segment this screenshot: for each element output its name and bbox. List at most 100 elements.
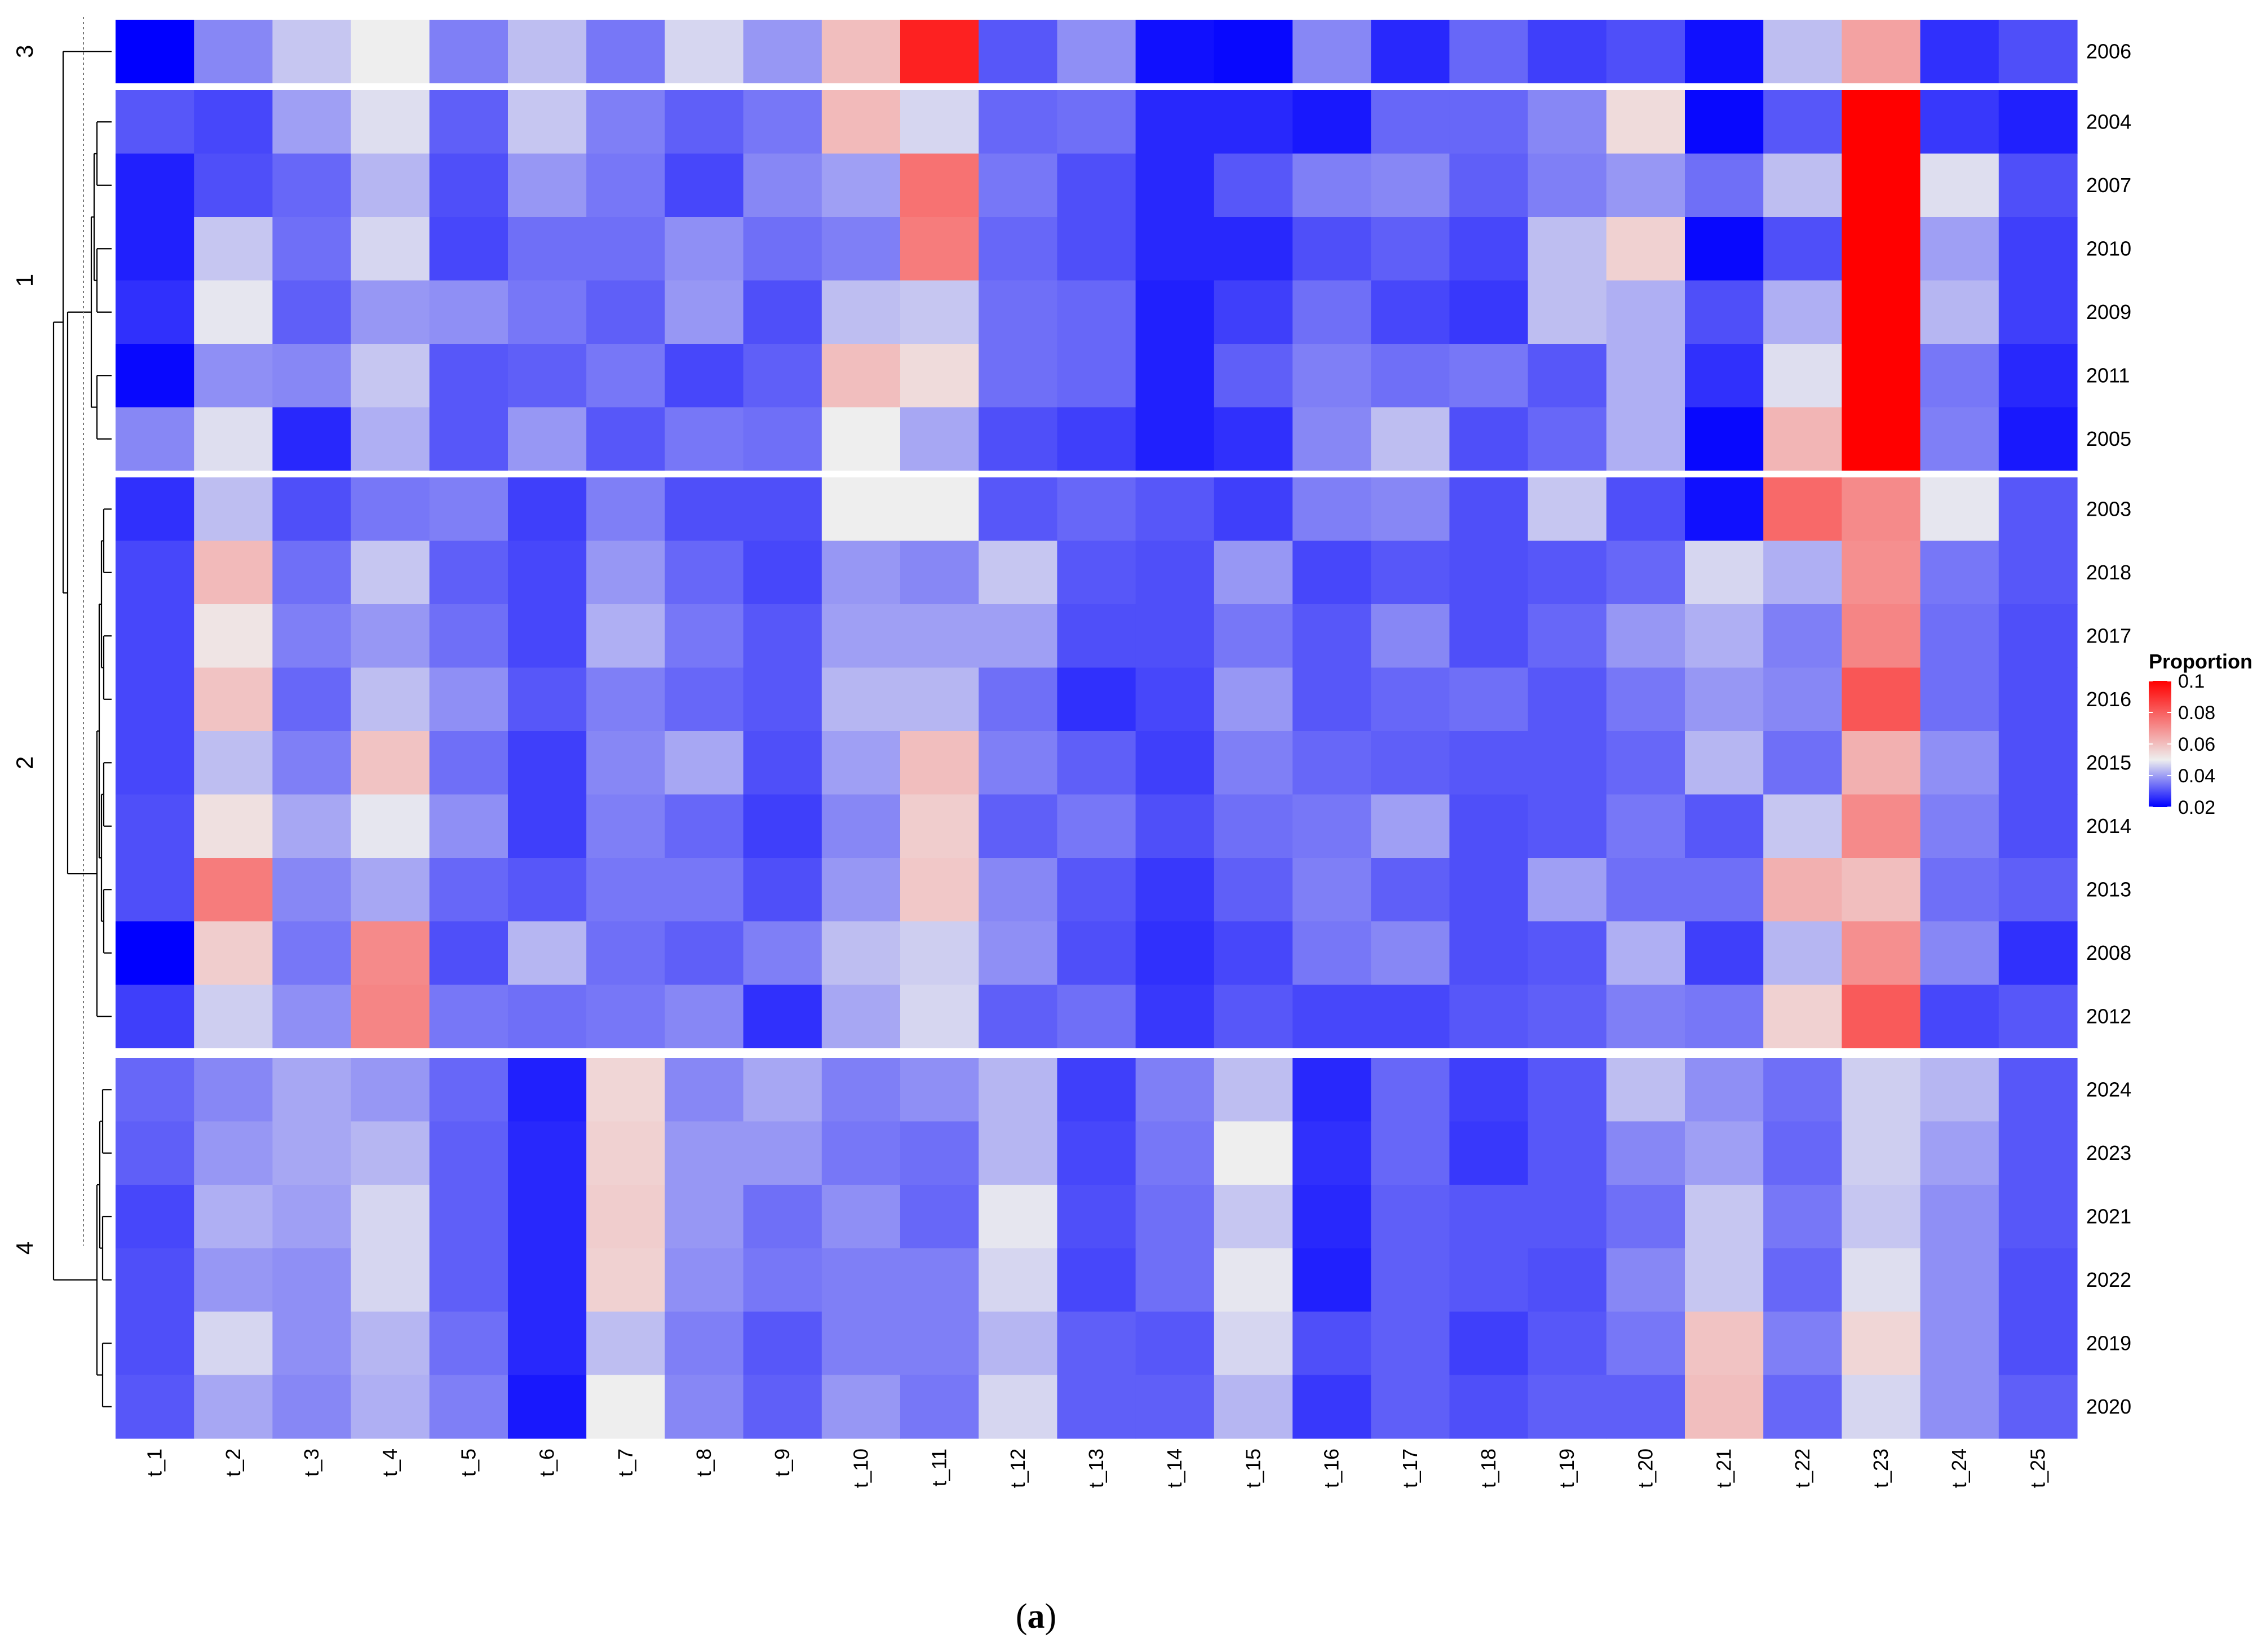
heatmap-cell-2010-t_21 [1685,217,1764,281]
heatmap-cell-2003-t_13 [1057,477,1136,541]
heatmap-cell-2020-t_15 [1214,1375,1293,1439]
heatmap-cell-2014-t_6 [508,795,587,858]
heatmap-cell-2014-t_24 [1920,795,1999,858]
heatmap-cell-2018-t_15 [1214,541,1293,605]
heatmap-cell-2018-t_4 [351,541,430,605]
heatmap-cell-2017-t_10 [822,604,901,668]
heatmap-cell-2013-t_14 [1136,858,1215,922]
heatmap-cell-2012-t_1 [116,985,194,1048]
heatmap-cell-2024-t_23 [1842,1058,1920,1122]
heatmap-cell-2015-t_4 [351,731,430,795]
heatmap-cell-2010-t_15 [1214,217,1293,281]
heatmap-cell-2022-t_8 [665,1248,743,1312]
heatmap-cell-2009-t_22 [1763,281,1842,344]
heatmap-cell-2015-t_8 [665,731,743,795]
heatmap-cell-2006-t_1 [116,20,194,83]
heatmap-cell-2022-t_20 [1606,1248,1685,1312]
heatmap-cell-2009-t_13 [1057,281,1136,344]
heatmap-cell-2015-t_10 [822,731,901,795]
heatmap-cell-2011-t_9 [743,344,822,408]
row-label-2017: 2017 [2086,624,2131,647]
heatmap-cell-2018-t_21 [1685,541,1764,605]
heatmap-cell-2009-t_1 [116,281,194,344]
heatmap-cell-2011-t_22 [1763,344,1842,408]
heatmap-cell-2014-t_4 [351,795,430,858]
heatmap-cell-2008-t_15 [1214,922,1293,985]
heatmap-cell-2020-t_20 [1606,1375,1685,1439]
heatmap-cell-2005-t_4 [351,408,430,471]
heatmap-cell-2014-t_2 [194,795,273,858]
heatmap-cell-2008-t_4 [351,922,430,985]
heatmap-cell-2015-t_2 [194,731,273,795]
heatmap-cell-2010-t_3 [272,217,351,281]
heatmap-cell-2017-t_3 [272,604,351,668]
heatmap-cell-2016-t_5 [430,668,508,732]
heatmap-cell-2013-t_25 [1999,858,2078,922]
heatmap-cell-2015-t_19 [1528,731,1607,795]
heatmap-cell-2004-t_13 [1057,90,1136,154]
heatmap-cell-2004-t_6 [508,90,587,154]
heatmap-cell-2011-t_7 [586,344,665,408]
heatmap-cell-2004-t_7 [586,90,665,154]
heatmap-cell-2019-t_4 [351,1312,430,1375]
heatmap-cell-2023-t_19 [1528,1122,1607,1185]
heatmap-cell-2004-t_24 [1920,90,1999,154]
heatmap-cell-2024-t_4 [351,1058,430,1122]
heatmap-cell-2008-t_21 [1685,922,1764,985]
heatmap-cell-2013-t_1 [116,858,194,922]
heatmap-cell-2006-t_8 [665,20,743,83]
heatmap-cell-2004-t_11 [900,90,979,154]
heatmap-cell-2016-t_24 [1920,668,1999,732]
heatmap-cell-2010-t_6 [508,217,587,281]
heatmap-cell-2019-t_24 [1920,1312,1999,1375]
heatmap-cell-2024-t_1 [116,1058,194,1122]
heatmap-cell-2014-t_23 [1842,795,1920,858]
heatmap-cell-2014-t_8 [665,795,743,858]
heatmap-cell-2017-t_20 [1606,604,1685,668]
heatmap-cell-2003-t_5 [430,477,508,541]
heatmap-cell-2008-t_20 [1606,922,1685,985]
heatmap-cell-2003-t_14 [1136,477,1215,541]
heatmap-cell-2005-t_20 [1606,408,1685,471]
heatmap-cell-2016-t_9 [743,668,822,732]
heatmap-cell-2005-t_18 [1449,408,1528,471]
heatmap-cell-2021-t_2 [194,1185,273,1248]
heatmap-cell-2009-t_5 [430,281,508,344]
heatmap-cell-2022-t_15 [1214,1248,1293,1312]
heatmap-cell-2011-t_8 [665,344,743,408]
heatmap-cell-2016-t_4 [351,668,430,732]
heatmap-cell-2011-t_2 [194,344,273,408]
heatmap-cell-2019-t_25 [1999,1312,2078,1375]
heatmap-cell-2004-t_1 [116,90,194,154]
heatmap-cell-2023-t_14 [1136,1122,1215,1185]
heatmap-cell-2014-t_3 [272,795,351,858]
heatmap-cell-2012-t_7 [586,985,665,1048]
heatmap-cell-2007-t_6 [508,154,587,218]
heatmap-cell-2006-t_9 [743,20,822,83]
heatmap-cell-2017-t_15 [1214,604,1293,668]
heatmap-cell-2008-t_8 [665,922,743,985]
heatmap-cell-2014-t_25 [1999,795,2078,858]
heatmap-cell-2004-t_23 [1842,90,1920,154]
heatmap-cell-2006-t_13 [1057,20,1136,83]
heatmap-cell-2015-t_13 [1057,731,1136,795]
heatmap-cell-2006-t_3 [272,20,351,83]
legend-tick-label: 0.08 [2178,702,2215,724]
heatmap-cell-2009-t_9 [743,281,822,344]
heatmap-cell-2006-t_15 [1214,20,1293,83]
row-label-2011: 2011 [2086,364,2130,387]
heatmap-cell-2007-t_7 [586,154,665,218]
heatmap-cell-2012-t_8 [665,985,743,1048]
heatmap-cell-2013-t_20 [1606,858,1685,922]
heatmap-cell-2004-t_5 [430,90,508,154]
heatmap-cell-2010-t_19 [1528,217,1607,281]
heatmap-cell-2011-t_16 [1293,344,1371,408]
heatmap-cell-2017-t_19 [1528,604,1607,668]
cluster-label-3: 3 [11,45,38,58]
heatmap-cell-2012-t_13 [1057,985,1136,1048]
heatmap-cell-2020-t_9 [743,1375,822,1439]
heatmap-cell-2024-t_12 [979,1058,1057,1122]
heatmap-cell-2011-t_15 [1214,344,1293,408]
heatmap-cell-2021-t_20 [1606,1185,1685,1248]
heatmap-cell-2014-t_9 [743,795,822,858]
